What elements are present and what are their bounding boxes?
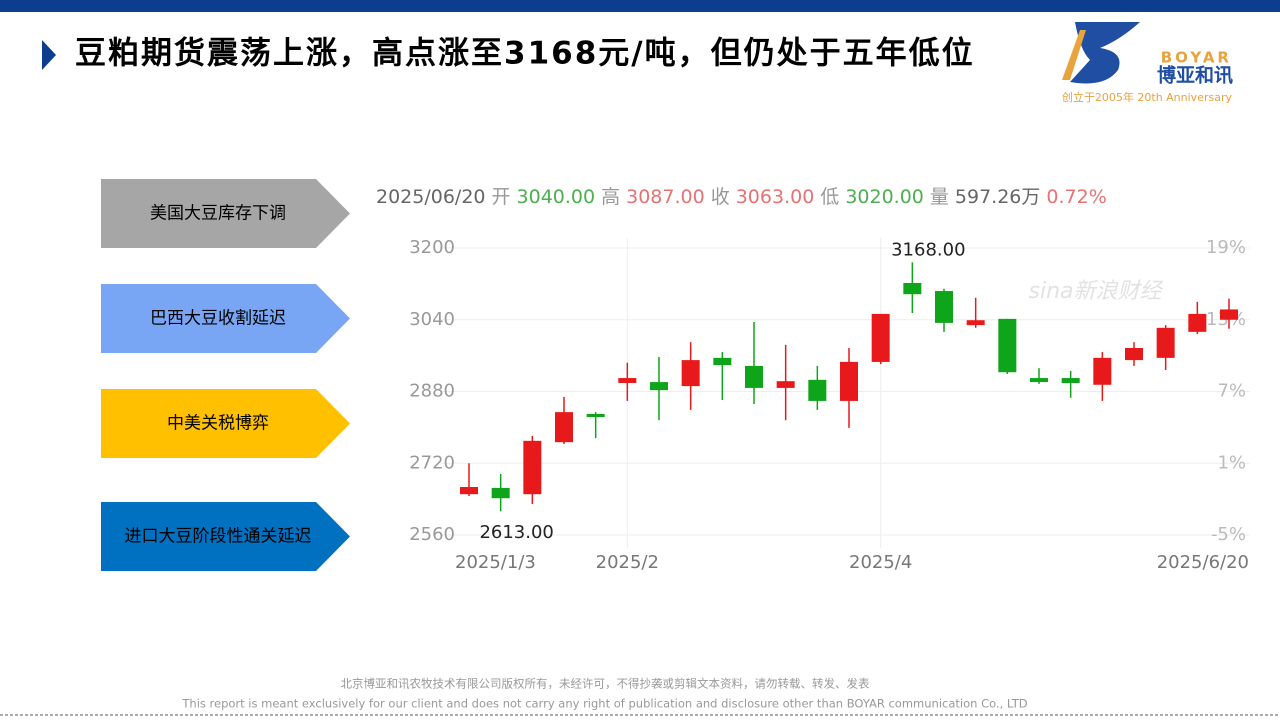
factor-arrow [101,179,350,248]
candle-body [491,487,510,499]
info-item: 3063.00 [736,186,815,208]
logo: BOYAR 博亚和讯 创立于2005年 20th Anniversary [1062,22,1233,104]
candle-body [713,357,732,366]
candle-body [776,381,795,388]
candle-body [650,382,668,391]
x-tick-label: 2025/2 [596,552,659,573]
logo-bird [1070,22,1140,84]
candle-body [935,291,953,323]
info-item: 2025/06/20 [376,186,486,208]
y2-tick-label: 7% [1217,381,1246,402]
factor-label: 巴西大豆收割延迟 [150,309,286,329]
x-tick-label: 2025/4 [849,552,912,573]
info-item: 3087.00 [626,186,705,208]
info-item: 3040.00 [517,186,596,208]
y-tick-label: 2880 [409,381,455,402]
candle-body [840,361,858,401]
info-line: 2025/06/20 开 3040.00 高 3087.00 收 3063.00 低 3020.… [376,186,1107,208]
price-annotation: 2613.00 [479,522,553,543]
y2-tick-label: -5% [1211,524,1246,545]
candle-body [966,320,985,326]
candle-body [808,379,827,401]
footer-line: 北京博亚和讯农牧技术有限公司版权所有，未经许可，不得抄袭或剪辑文本资料，请勿转载… [341,677,870,691]
y-tick-label: 2720 [409,452,455,473]
logo-name: 博亚和讯 [1157,64,1233,87]
candle-body [1220,309,1238,320]
candle-body [523,440,542,495]
info-item: 收 [711,186,730,208]
candle-body [745,365,763,388]
candle-body [1125,348,1143,361]
candle-body [681,360,700,387]
candle-body [586,413,605,418]
slide-title: 豆粕期货震荡上涨，高点涨至3168元/吨，但仍处于五年低位 [75,36,975,72]
candle-body [555,412,573,443]
logo-stripe [1062,30,1086,80]
info-item: 高 [601,186,620,208]
candle-body [998,318,1017,373]
candle-body [618,378,637,383]
candle-body [1061,378,1080,383]
candle-body [903,282,922,295]
y-tick-label: 2560 [409,524,455,545]
footer-line: This report is meant exclusively for our… [181,697,1027,711]
factor-label: 美国大豆库存下调 [150,204,286,224]
y2-tick-label: 1% [1217,452,1246,473]
top-bar [0,0,1280,12]
candle-body [1093,357,1112,385]
info-item: 3020.00 [845,186,924,208]
x-tick-label: 2025/1/3 [455,552,536,573]
candle-body [1156,327,1175,358]
y2-tick-label: 19% [1206,237,1246,258]
candle-body [460,487,478,495]
factor-arrow [101,502,350,571]
candle-body [1188,313,1207,332]
info-item: 开 [492,186,511,208]
info-item: 597.26万 [955,186,1040,208]
info-item: 低 [820,186,839,208]
title-marker [42,40,56,70]
candle-body [1030,378,1048,383]
x-tick-label: 2025/6/20 [1157,552,1249,573]
y-tick-label: 3040 [409,309,455,330]
watermark: sina新浪财经 [1029,279,1164,304]
logo-tagline: 创立于2005年 20th Anniversary [1062,90,1233,104]
info-item: 0.72% [1046,186,1106,208]
logo-brand: BOYAR [1161,49,1232,67]
price-annotation: 3168.00 [891,239,965,260]
factor-label: 进口大豆阶段性通关延迟 [125,527,312,547]
candle-body [871,313,890,362]
info-item: 量 [930,186,949,208]
factor-arrow [101,284,350,353]
factor-label: 中美关税博弈 [167,414,269,434]
factor-arrow [101,389,350,458]
y-tick-label: 3200 [409,237,455,258]
